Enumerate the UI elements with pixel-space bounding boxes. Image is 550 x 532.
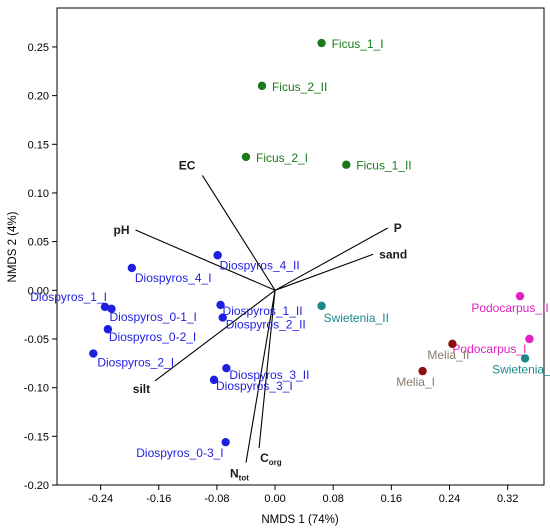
x-tick-label: 0.32: [497, 493, 518, 505]
y-tick-label: 0.20: [28, 91, 49, 103]
point-label: Podocarpus_I: [452, 342, 526, 356]
data-point: [127, 263, 137, 273]
data-point: [520, 354, 530, 363]
data-point: [221, 437, 230, 447]
point-label: Diospyros_0-1_I: [110, 310, 197, 324]
data-point: [448, 339, 457, 349]
point-label: Diospyros_2_II: [226, 318, 306, 332]
data-point: [317, 38, 326, 48]
vector-line: [135, 229, 276, 291]
point-label: Diospyros_3_II: [229, 368, 309, 382]
data-point: [216, 300, 225, 310]
plot-frame: [56, 7, 545, 486]
vector-label: pH: [114, 223, 130, 237]
x-tick-label: 0.08: [322, 493, 343, 505]
y-tick-label: 0.05: [28, 237, 49, 249]
point-label: Diospyros_2_I: [97, 356, 174, 370]
point-label: Ficus_1_I: [332, 37, 384, 51]
data-point: [107, 304, 116, 314]
point-label: Diospyros_0-3_I: [136, 446, 223, 460]
sample-points: Ficus_1_I Ficus_2_II Ficus_2_I Ficus_1_II Di…: [30, 37, 550, 460]
data-point: [241, 152, 251, 162]
vector-label: EC: [179, 158, 196, 172]
point-label: Diospyros_4_II: [220, 258, 300, 272]
point-label: Diospyros_3_I: [216, 379, 293, 393]
y-tick-label: 0.00: [28, 285, 49, 297]
y-axis: -0.20 -0.15 -0.10 -0.05 0.00 0.05 0.10 0.15 0.20…: [24, 42, 57, 492]
x-tick-label: -0.08: [204, 493, 229, 505]
data-point: [209, 375, 219, 385]
point-label: Diospyros_0-2_I: [109, 330, 196, 344]
point-label: Swietenia_II: [324, 311, 389, 325]
x-tick-label: -0.24: [88, 493, 113, 505]
vector-label: Corg: [260, 451, 282, 467]
y-tick-label: -0.10: [24, 383, 49, 395]
point-label: Ficus_1_II: [356, 159, 411, 173]
vector-line: [258, 290, 276, 449]
data-point: [418, 366, 427, 376]
data-point: [89, 349, 98, 358]
data-point: [100, 302, 110, 312]
y-tick-label: -0.05: [24, 334, 49, 346]
vector-line: [245, 290, 276, 463]
vector-line: [274, 253, 374, 291]
vector-line: [274, 227, 388, 291]
data-point: [515, 291, 525, 301]
y-tick-label: -0.20: [24, 480, 49, 492]
data-point: [218, 313, 227, 322]
x-tick-label: -0.16: [146, 493, 171, 505]
y-tick-label: 0.25: [28, 42, 49, 54]
x-tick-label: 0.00: [264, 493, 285, 505]
y-tick-label: -0.15: [24, 431, 49, 443]
data-point: [317, 301, 326, 311]
vector-label: P: [394, 221, 402, 235]
data-point: [222, 363, 231, 373]
point-label: Melia_I: [396, 375, 435, 389]
x-tick-label: 0.24: [439, 493, 460, 505]
point-label: Diospyros_1_I: [30, 290, 107, 304]
vector-line: [154, 289, 276, 382]
data-point: [525, 334, 534, 344]
point-label: Podocarpus_II: [471, 301, 548, 315]
vector-label: silt: [133, 382, 150, 396]
point-label: Ficus_2_I: [256, 151, 308, 165]
vector-label: Ntot: [230, 467, 249, 483]
point-label: Diospyros_4_I: [135, 271, 212, 285]
point-label: Diospyros_1_II: [223, 304, 303, 318]
vector-line: [201, 175, 276, 291]
y-tick-label: 0.10: [28, 188, 49, 200]
y-axis-title: NMDS 2 (4%): [7, 211, 19, 282]
x-axis-title: NMDS 1 (74%): [261, 514, 338, 526]
data-point: [342, 160, 351, 169]
point-label: Ficus_2_II: [272, 80, 327, 94]
x-tick-label: 0.16: [381, 493, 402, 505]
y-tick-label: 0.15: [28, 139, 49, 151]
x-axis: -0.24 -0.16 -0.08 0.00 0.08 0.16 0.24 0.32: [88, 485, 518, 505]
data-point: [213, 251, 222, 260]
point-label: Swietenia_I: [492, 362, 550, 376]
point-label: Melia_II: [427, 348, 469, 362]
data-point: [103, 325, 113, 334]
vector-label: sand: [379, 247, 407, 261]
data-point: [257, 81, 267, 91]
